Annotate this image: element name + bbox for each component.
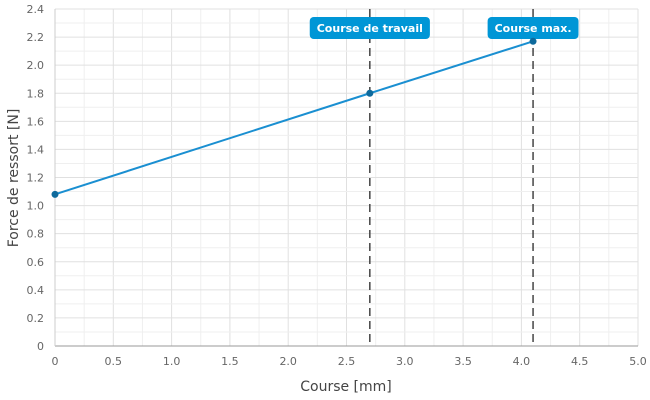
reference-badge: Course max.	[487, 17, 579, 39]
y-tick-label: 1.4	[27, 143, 45, 156]
data-point	[366, 89, 374, 97]
x-tick-label: 1.0	[163, 355, 181, 368]
series-line	[54, 40, 534, 196]
y-tick-label: 2.2	[27, 31, 45, 44]
x-tick-label: 2.5	[338, 355, 356, 368]
x-tick-label: 5.0	[629, 355, 647, 368]
reference-badge: Course de travail	[309, 17, 430, 39]
x-tick-label: 3.0	[396, 355, 414, 368]
reference-badge-bg	[309, 17, 430, 39]
x-axis-label: Course [mm]	[300, 379, 392, 395]
y-axis-label: Force de ressort [N]	[6, 109, 22, 248]
y-tick-label: 0	[37, 340, 44, 353]
x-tick-label: 1.5	[221, 355, 239, 368]
x-tick-label: 0	[52, 355, 59, 368]
data-point	[529, 37, 537, 45]
x-tick-label: 4.5	[571, 355, 589, 368]
y-tick-label: 0.8	[27, 228, 45, 241]
x-tick-label: 2.0	[279, 355, 297, 368]
y-axis-ticks: 0 0.2 0.4 0.6 0.8 1.0 1.2 1.4 1.6 1.8 2.0 2.2 2.4	[27, 3, 45, 353]
grid	[54, 8, 639, 347]
y-tick-label: 1.8	[27, 87, 45, 100]
y-tick-label: 2.4	[27, 3, 45, 16]
x-tick-label: 0.5	[105, 355, 123, 368]
y-tick-label: 0.6	[27, 256, 45, 269]
y-tick-label: 1.2	[27, 172, 45, 185]
x-tick-label: 4.0	[513, 355, 531, 368]
y-tick-label: 2.0	[27, 59, 45, 72]
data-point	[51, 190, 59, 198]
x-tick-label: 3.5	[454, 355, 472, 368]
reference-badge-bg	[487, 17, 579, 39]
reference-label: Course de travail	[317, 22, 423, 35]
x-axis-ticks: 0 0.5 1.0 1.5 2.0 2.5 3.0 3.5 4.0 4.5 5.0	[52, 355, 647, 368]
y-tick-label: 1.0	[27, 200, 45, 213]
y-tick-label: 0.4	[27, 284, 45, 297]
reference-label: Course max.	[495, 22, 572, 35]
y-tick-label: 1.6	[27, 115, 45, 128]
reference-markers: Course de travail Course max.	[309, 9, 579, 346]
series	[51, 37, 537, 198]
y-tick-label: 0.2	[27, 312, 45, 325]
